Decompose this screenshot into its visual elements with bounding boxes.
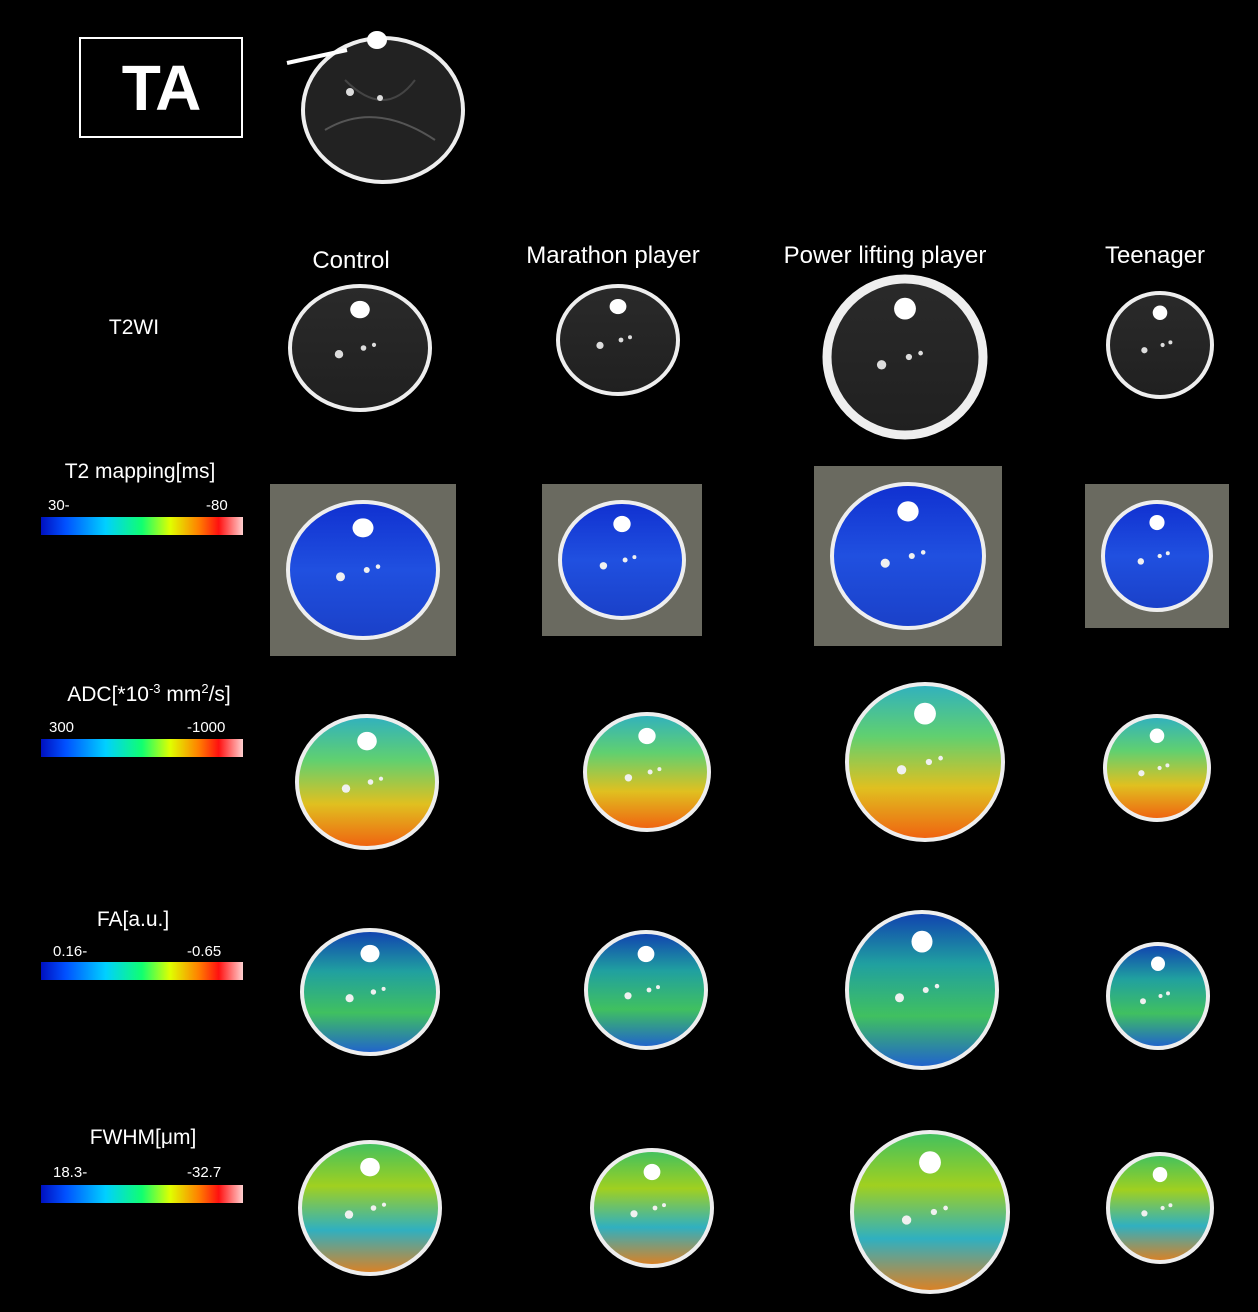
scan-fa-powerlifting	[845, 910, 999, 1070]
row-label-t2wi: T2WI	[108, 316, 160, 339]
column-header-teenager: Teenager	[1104, 242, 1206, 269]
scan-t2-mapping-control	[270, 484, 456, 656]
column-header-marathon: Marathon player	[526, 242, 700, 269]
scan-fwhm-teenager	[1106, 1152, 1214, 1264]
scan-fa-teenager	[1106, 942, 1210, 1050]
column-header-control: Control	[312, 247, 390, 274]
row-label-fa: FA[a.u.]	[96, 908, 170, 931]
scale-max-fa: -0.65	[187, 943, 222, 960]
scan-fwhm-control	[298, 1140, 442, 1276]
scale-min-fwhm: 18.3-	[53, 1164, 88, 1181]
row-label-t2-mapping: T2 mapping[ms]	[64, 460, 216, 483]
muscle-label-box: TA	[79, 37, 243, 138]
row-label-fwhm: FWHM[μm]	[89, 1126, 197, 1149]
scale-min-adc: 300	[49, 719, 75, 736]
scale-min-t2: 30-	[48, 497, 70, 514]
scan-t2-mapping-teenager	[1085, 484, 1229, 628]
scale-max-t2: -80	[206, 497, 228, 514]
colorbar-fwhm	[41, 1185, 243, 1203]
scan-t2-mapping-powerlifting	[814, 466, 1002, 646]
pointer-line	[286, 48, 348, 65]
colorbar-t2	[41, 517, 243, 535]
scale-min-fa: 0.16-	[53, 943, 88, 960]
scan-t2wi-teenager	[1106, 291, 1214, 399]
column-header-powerlifting: Power lifting player	[783, 242, 987, 269]
scan-t2wi-powerlifting	[822, 274, 988, 440]
scan-t2-mapping-marathon	[542, 484, 702, 636]
scan-adc-control	[295, 714, 439, 850]
scan-adc-teenager	[1103, 714, 1211, 822]
scan-adc-marathon	[583, 712, 711, 832]
reference-scan-image	[286, 31, 465, 184]
scan-fwhm-powerlifting	[850, 1130, 1010, 1294]
scale-max-fwhm: -32.7	[187, 1164, 222, 1181]
scan-fwhm-marathon	[590, 1148, 714, 1268]
colorbar-adc	[41, 739, 243, 757]
colorbar-fa	[41, 962, 243, 980]
scan-fa-control	[300, 928, 440, 1056]
row-label-adc: ADC[*10-3 mm2/s]	[67, 681, 231, 706]
scan-fa-marathon	[584, 930, 708, 1050]
muscle-label: TA	[121, 51, 202, 124]
scan-t2wi-marathon	[556, 284, 680, 396]
scale-max-adc: -1000	[187, 719, 226, 736]
scan-adc-powerlifting	[845, 682, 1005, 842]
scan-t2wi-control	[288, 284, 432, 412]
